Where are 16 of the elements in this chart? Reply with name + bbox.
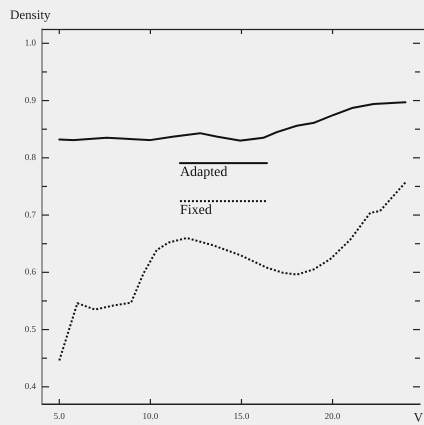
y-tick-label: 1.0 xyxy=(24,38,36,48)
x-tick-label: 15.0 xyxy=(234,410,250,421)
x-tick-label: 20.0 xyxy=(324,410,341,421)
y-axis-title: Density xyxy=(10,7,51,22)
x-axis-title: V xyxy=(414,409,424,424)
y-tick-label: 0.4 xyxy=(24,381,36,392)
y-tick-label: 0.7 xyxy=(24,209,36,220)
y-tick-label: 0.8 xyxy=(24,152,36,162)
line-series xyxy=(58,181,406,362)
series-label: Fixed xyxy=(180,202,212,218)
x-tick-label: 5.0 xyxy=(54,410,66,421)
x-tick-label: 10.0 xyxy=(142,410,159,421)
y-tick-label: 0.6 xyxy=(24,266,36,277)
y-tick-label: 0.5 xyxy=(24,324,36,334)
series-label: Adapted xyxy=(180,164,228,180)
y-tick-label: 0.9 xyxy=(24,94,36,105)
